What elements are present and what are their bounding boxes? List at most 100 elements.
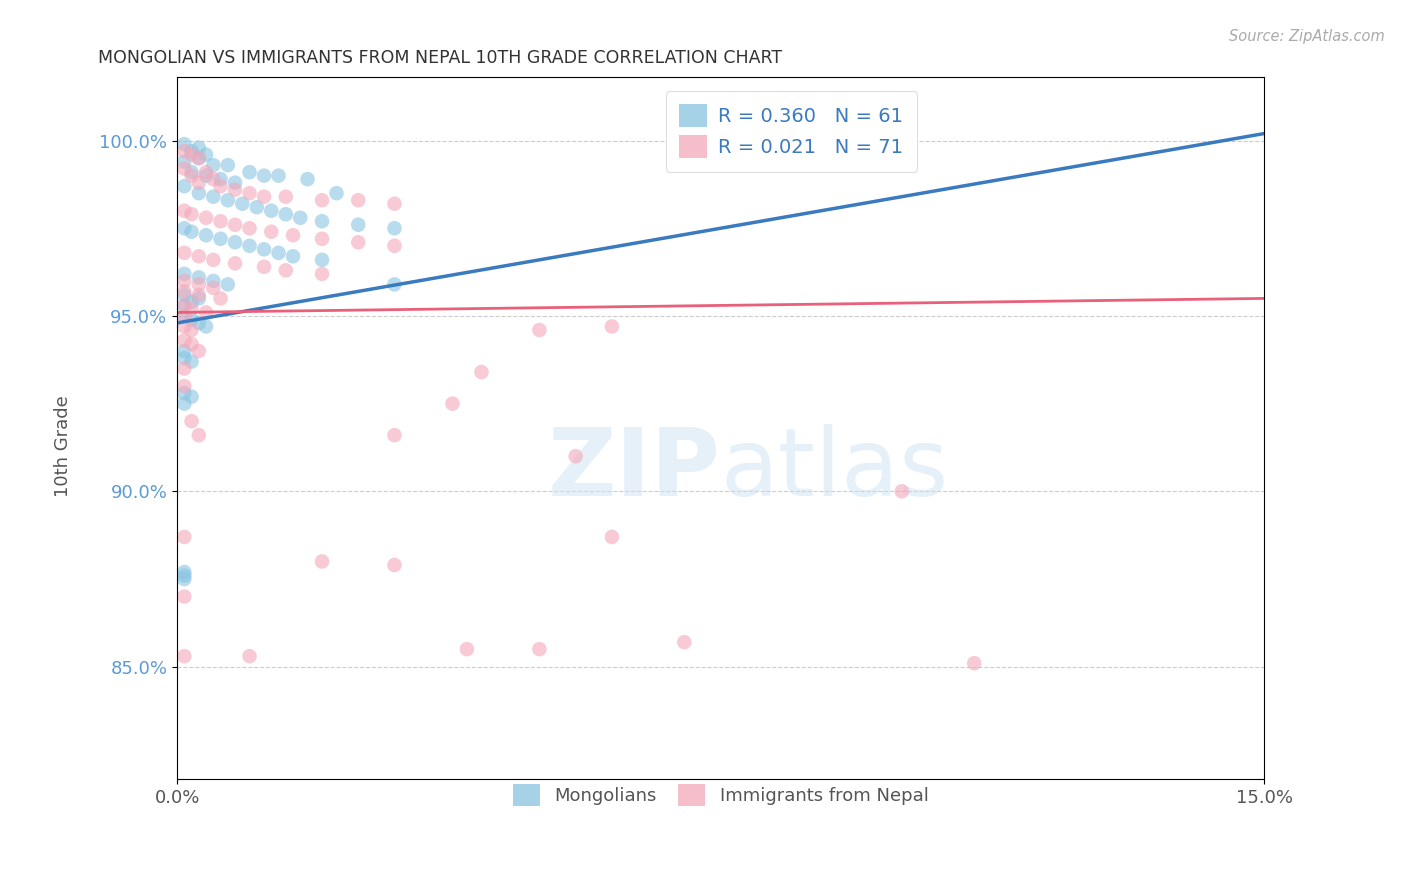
Point	[311, 232, 333, 246]
Point	[180, 301, 202, 316]
Point	[963, 656, 986, 670]
Text: MONGOLIAN VS IMMIGRANTS FROM NEPAL 10TH GRADE CORRELATION CHART: MONGOLIAN VS IMMIGRANTS FROM NEPAL 10TH …	[98, 49, 783, 67]
Point	[311, 554, 333, 568]
Point	[173, 397, 195, 411]
Point	[187, 176, 209, 190]
Point	[209, 172, 232, 186]
Point	[187, 186, 209, 201]
Point	[187, 288, 209, 302]
Point	[253, 169, 276, 183]
Point	[238, 165, 260, 179]
Point	[290, 211, 312, 225]
Point	[384, 221, 406, 235]
Point	[260, 225, 283, 239]
Point	[180, 169, 202, 183]
Point	[195, 147, 218, 161]
Point	[173, 298, 195, 312]
Legend: Mongolians, Immigrants from Nepal: Mongolians, Immigrants from Nepal	[503, 775, 938, 815]
Point	[180, 294, 202, 309]
Point	[180, 207, 202, 221]
Text: 10th Grade: 10th Grade	[55, 395, 72, 497]
Point	[173, 221, 195, 235]
Point	[173, 267, 195, 281]
Point	[347, 218, 370, 232]
Point	[187, 344, 209, 359]
Point	[180, 312, 202, 326]
Point	[180, 225, 202, 239]
Point	[260, 203, 283, 218]
Point	[384, 196, 406, 211]
Point	[187, 140, 209, 154]
Point	[173, 274, 195, 288]
Point	[209, 232, 232, 246]
Point	[180, 147, 202, 161]
Point	[187, 249, 209, 263]
Point	[187, 428, 209, 442]
Point	[173, 572, 195, 586]
Point	[274, 207, 297, 221]
Point	[564, 449, 586, 463]
Point	[238, 221, 260, 235]
Point	[173, 203, 195, 218]
Point	[238, 186, 260, 201]
Point	[173, 245, 195, 260]
Point	[238, 649, 260, 664]
Point	[209, 214, 232, 228]
Point	[180, 390, 202, 404]
Point	[384, 239, 406, 253]
Point	[253, 190, 276, 204]
Point	[224, 176, 246, 190]
Point	[673, 635, 696, 649]
Point	[180, 354, 202, 368]
Point	[209, 179, 232, 194]
Point	[187, 151, 209, 165]
Point	[173, 361, 195, 376]
Point	[173, 285, 195, 299]
Point	[187, 277, 209, 292]
Point	[267, 169, 290, 183]
Point	[173, 298, 195, 312]
Point	[173, 319, 195, 334]
Point	[600, 319, 623, 334]
Point	[311, 267, 333, 281]
Point	[238, 239, 260, 253]
Point	[217, 158, 239, 172]
Point	[202, 190, 225, 204]
Point	[202, 281, 225, 295]
Point	[187, 151, 209, 165]
Point	[195, 169, 218, 183]
Point	[195, 165, 218, 179]
Point	[173, 351, 195, 365]
Point	[384, 277, 406, 292]
Point	[173, 590, 195, 604]
Point	[246, 200, 269, 214]
Text: atlas: atlas	[721, 425, 949, 516]
Point	[281, 228, 304, 243]
Point	[274, 190, 297, 204]
Point	[384, 558, 406, 572]
Text: Source: ZipAtlas.com: Source: ZipAtlas.com	[1229, 29, 1385, 44]
Point	[347, 193, 370, 207]
Point	[600, 530, 623, 544]
Point	[173, 179, 195, 194]
Point	[173, 154, 195, 169]
Point	[224, 256, 246, 270]
Point	[173, 565, 195, 579]
Point	[384, 428, 406, 442]
Point	[180, 165, 202, 179]
Point	[173, 334, 195, 348]
Point	[311, 214, 333, 228]
Point	[180, 337, 202, 351]
Point	[195, 305, 218, 319]
Point	[195, 211, 218, 225]
Point	[267, 245, 290, 260]
Point	[173, 386, 195, 401]
Point	[456, 642, 478, 657]
Point	[202, 172, 225, 186]
Point	[224, 235, 246, 250]
Point	[209, 292, 232, 306]
Point	[441, 397, 464, 411]
Point	[325, 186, 347, 201]
Point	[297, 172, 319, 186]
Point	[311, 193, 333, 207]
